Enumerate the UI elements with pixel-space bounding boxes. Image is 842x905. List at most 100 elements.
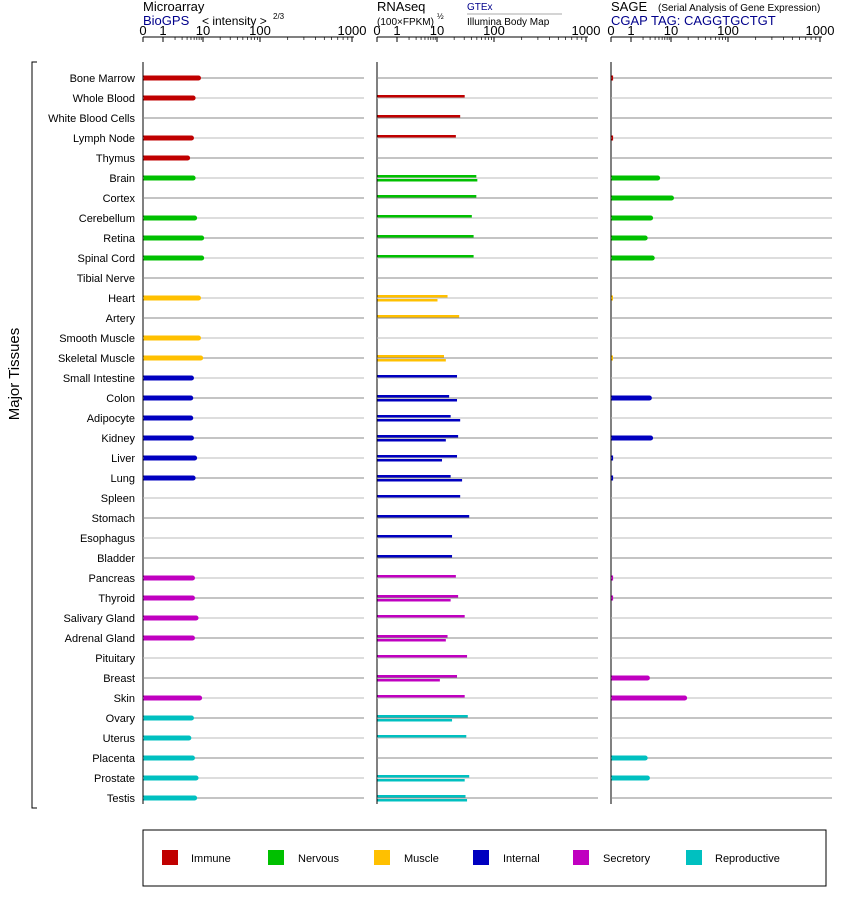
bar-microarray <box>144 136 192 141</box>
tissue-label: Skeletal Muscle <box>58 353 135 365</box>
bar-cap <box>643 756 648 761</box>
tissue-label: Smooth Muscle <box>59 333 135 345</box>
bar-sage <box>612 76 614 81</box>
bar-rnaseq <box>378 795 466 798</box>
bar-rnaseq <box>378 715 468 718</box>
tissue-label: Testis <box>107 793 136 805</box>
tissue-label: Bladder <box>97 553 135 565</box>
bar-rnaseq <box>378 355 444 358</box>
bracket-path <box>32 62 37 808</box>
bar-microarray <box>144 716 192 721</box>
bar-cap <box>192 216 197 221</box>
x-tick-label: 100 <box>483 23 505 38</box>
bar-rnaseq <box>378 439 446 442</box>
bar-rnaseq <box>378 615 465 618</box>
bar-rnaseq <box>378 599 451 602</box>
bar-cap <box>186 736 191 741</box>
panel-sage-title: SAGE <box>611 0 647 14</box>
tissue-label: Skin <box>114 693 135 705</box>
bar-cap <box>185 156 190 161</box>
bar-rnaseq <box>378 135 456 138</box>
bar-rnaseq <box>378 495 461 498</box>
bar-microarray <box>144 576 193 581</box>
tissue-label: Cerebellum <box>79 213 135 225</box>
x-tick-label: 1000 <box>338 23 367 38</box>
bar-microarray <box>144 396 191 401</box>
tissue-label: Retina <box>103 233 136 245</box>
bar-microarray <box>144 616 197 621</box>
bar-rnaseq <box>378 679 440 682</box>
panel-sage-tag: CGAP TAG: CAGGTGCTGT <box>611 13 776 28</box>
tissue-label: Lymph Node <box>73 133 135 145</box>
panel-microarray-title: Microarray <box>143 0 205 14</box>
bar-rnaseq <box>378 255 474 258</box>
bar-microarray <box>144 76 199 81</box>
bar-cap <box>196 296 201 301</box>
bar-cap <box>669 196 674 201</box>
bar-rnaseq <box>378 419 461 422</box>
bar-microarray <box>144 296 199 301</box>
bar-cap <box>194 776 199 781</box>
panel-microarray-units-exp: 2/3 <box>273 12 285 21</box>
bar-microarray <box>144 456 195 461</box>
bar-microarray <box>144 376 192 381</box>
bar-sage <box>612 216 651 221</box>
bar-sage <box>612 676 648 681</box>
bar-cap <box>199 236 204 241</box>
bar-rnaseq <box>378 359 446 362</box>
tissue-label: Thymus <box>96 153 136 165</box>
bar-microarray <box>144 756 193 761</box>
legend-swatch-reproductive <box>686 850 702 865</box>
bar-sage <box>612 436 651 441</box>
legend-swatch-internal <box>473 850 489 865</box>
bar-sage <box>612 356 614 361</box>
bar-microarray <box>144 96 194 101</box>
bar-microarray <box>144 596 193 601</box>
bar-cap <box>189 376 194 381</box>
bar-sage <box>612 756 646 761</box>
x-tick-label: 1000 <box>572 23 601 38</box>
bar-sage <box>612 696 685 701</box>
bar-rnaseq <box>378 775 470 778</box>
bar-cap <box>191 476 196 481</box>
tissue-label: Cortex <box>103 193 136 205</box>
tissue-label: Placenta <box>92 753 136 765</box>
bar-rnaseq <box>378 375 458 378</box>
y-axis-label: Major Tissues <box>6 328 23 421</box>
bar-rnaseq <box>378 639 446 642</box>
bar-rnaseq <box>378 395 450 398</box>
bar-rnaseq <box>378 635 448 638</box>
bar-sage <box>612 776 648 781</box>
x-tick-label: 10 <box>196 23 210 38</box>
bar-cap <box>189 716 194 721</box>
bar-microarray <box>144 416 191 421</box>
x-tick-label: 1000 <box>806 23 835 38</box>
legend-label-nervous: Nervous <box>298 853 339 865</box>
bar-rnaseq <box>378 719 453 722</box>
tissue-label: Bone Marrow <box>70 73 135 85</box>
tissue-label: Tibial Nerve <box>77 273 135 285</box>
tissue-label: Breast <box>103 673 135 685</box>
tissue-label: Lung <box>111 473 135 485</box>
bar-rnaseq <box>378 675 458 678</box>
bar-cap <box>192 456 197 461</box>
panel-1: 0 1 10 100 1000 <box>139 23 366 804</box>
bar-sage <box>612 136 614 141</box>
tissue-label: Esophagus <box>80 533 136 545</box>
bar-rnaseq <box>378 475 451 478</box>
bar-cap <box>196 336 201 341</box>
legend-swatch-secretory <box>573 850 589 865</box>
bar-rnaseq <box>378 535 453 538</box>
bar-rnaseq <box>378 655 468 658</box>
bar-rnaseq <box>378 459 443 462</box>
bar-rnaseq <box>378 515 470 518</box>
bar-microarray <box>144 776 197 781</box>
bar-microarray <box>144 476 194 481</box>
x-tick-label: 0 <box>139 23 146 38</box>
bar-microarray <box>144 176 194 181</box>
bar-cap <box>655 176 660 181</box>
bar-microarray <box>144 736 189 741</box>
tissue-label: Heart <box>108 293 135 305</box>
bar-sage <box>612 256 653 261</box>
